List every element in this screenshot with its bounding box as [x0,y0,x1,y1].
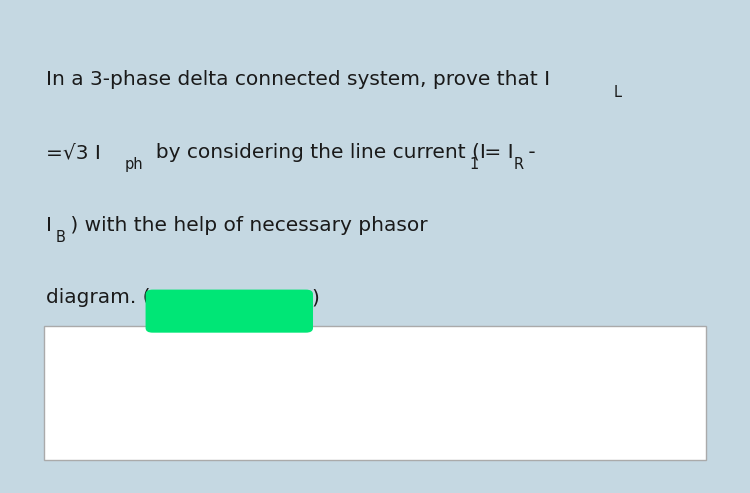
Text: I: I [46,215,52,235]
Text: by considering the line current (I: by considering the line current (I [143,143,486,162]
Text: = I: = I [478,143,514,162]
Text: =√3 I: =√3 I [46,143,100,162]
Text: diagram. (: diagram. ( [46,288,150,307]
Text: ) with the help of necessary phasor: ) with the help of necessary phasor [64,215,427,235]
Text: L: L [614,85,622,100]
Text: ): ) [310,288,319,307]
FancyBboxPatch shape [146,289,313,333]
Text: In a 3-phase delta connected system, prove that I: In a 3-phase delta connected system, pro… [46,70,550,90]
Text: 1: 1 [470,157,479,173]
Text: ph: ph [124,157,142,173]
Text: -: - [522,143,536,162]
FancyBboxPatch shape [44,326,706,459]
Text: R: R [513,157,523,173]
Text: B: B [56,230,66,245]
